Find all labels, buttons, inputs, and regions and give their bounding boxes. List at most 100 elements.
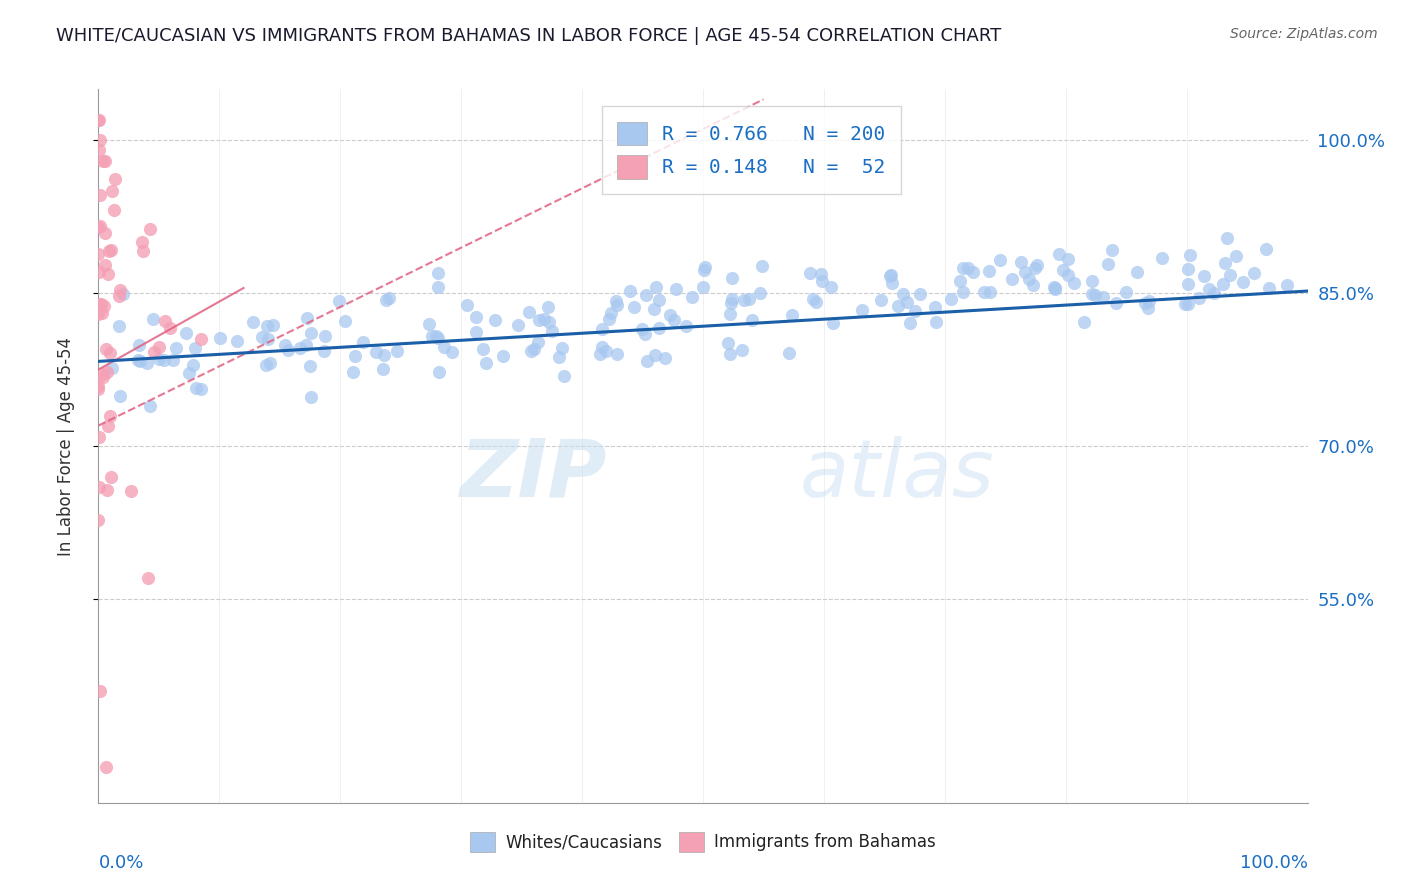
Point: [1105, 295, 1128, 310]
Point: [693, 262, 716, 277]
Point: [364, 345, 387, 359]
Point: [949, 275, 972, 289]
Point: [90, 297, 112, 311]
Point: [433, 340, 456, 354]
Point: [139, 399, 162, 413]
Point: [721, 271, 744, 285]
Point: [375, 293, 398, 307]
Point: [751, 259, 773, 273]
Point: [1043, 280, 1066, 294]
Point: [1084, 287, 1107, 301]
Point: [1101, 243, 1123, 257]
Point: [636, 354, 658, 368]
Point: [89, 265, 111, 279]
Point: [87, 296, 110, 310]
Point: [648, 321, 671, 335]
Point: [896, 294, 918, 309]
Point: [89, 187, 111, 202]
Point: [352, 335, 374, 350]
Point: [517, 305, 540, 319]
Point: [979, 285, 1001, 299]
Point: [623, 300, 645, 314]
Point: [226, 334, 249, 348]
Point: [506, 318, 529, 333]
Point: [537, 301, 560, 315]
Point: [1063, 276, 1085, 290]
Point: [1219, 268, 1241, 282]
Point: [257, 332, 280, 346]
Point: [174, 326, 197, 340]
Point: [925, 315, 948, 329]
Point: [1212, 277, 1234, 291]
Point: [148, 340, 170, 354]
Point: [1254, 242, 1277, 256]
Point: [1177, 277, 1199, 291]
Point: [675, 318, 697, 333]
Point: [720, 296, 742, 310]
Point: [262, 318, 284, 332]
Point: [870, 293, 893, 307]
Point: [695, 260, 717, 274]
Point: [184, 381, 207, 395]
Point: [314, 328, 336, 343]
Point: [523, 342, 546, 356]
Point: [973, 285, 995, 299]
Point: [87, 307, 110, 321]
Point: [988, 253, 1011, 268]
Point: [104, 172, 127, 186]
Point: [107, 289, 129, 303]
Point: [131, 235, 153, 250]
Point: [87, 247, 110, 261]
Point: [591, 340, 613, 354]
Legend: Whites/Caucasians, Immigrants from Bahamas: Whites/Caucasians, Immigrants from Baham…: [464, 825, 942, 859]
Point: [101, 360, 124, 375]
Point: [1213, 256, 1236, 270]
Point: [1178, 248, 1201, 262]
Point: [108, 283, 131, 297]
Point: [952, 261, 974, 276]
Point: [91, 153, 114, 168]
Point: [254, 358, 277, 372]
Point: [294, 337, 316, 351]
Point: [887, 299, 910, 313]
Point: [94, 226, 117, 240]
Point: [456, 298, 478, 312]
Point: [962, 265, 984, 279]
Point: [721, 292, 744, 306]
Point: [806, 294, 828, 309]
Point: [880, 277, 903, 291]
Point: [426, 279, 449, 293]
Point: [475, 356, 498, 370]
Point: [162, 353, 184, 368]
Point: [519, 343, 541, 358]
Point: [645, 280, 668, 294]
Point: [314, 344, 336, 359]
Point: [299, 326, 322, 341]
Point: [427, 331, 450, 345]
Point: [547, 350, 569, 364]
Point: [851, 302, 873, 317]
Point: [741, 313, 763, 327]
Point: [208, 331, 231, 345]
Point: [692, 280, 714, 294]
Point: [778, 345, 800, 359]
Point: [538, 314, 561, 328]
Point: [731, 343, 754, 357]
Point: [591, 321, 613, 335]
Point: [664, 313, 686, 327]
Text: Source: ZipAtlas.com: Source: ZipAtlas.com: [1230, 27, 1378, 41]
Point: [952, 285, 974, 299]
Point: [780, 308, 803, 322]
Point: [242, 315, 264, 329]
Point: [94, 342, 117, 356]
Point: [343, 349, 366, 363]
Point: [527, 313, 550, 327]
Point: [810, 268, 832, 282]
Point: [1258, 281, 1281, 295]
Point: [87, 144, 110, 158]
Point: [96, 365, 118, 379]
Point: [527, 334, 550, 349]
Point: [648, 293, 671, 307]
Point: [939, 292, 962, 306]
Point: [1001, 271, 1024, 285]
